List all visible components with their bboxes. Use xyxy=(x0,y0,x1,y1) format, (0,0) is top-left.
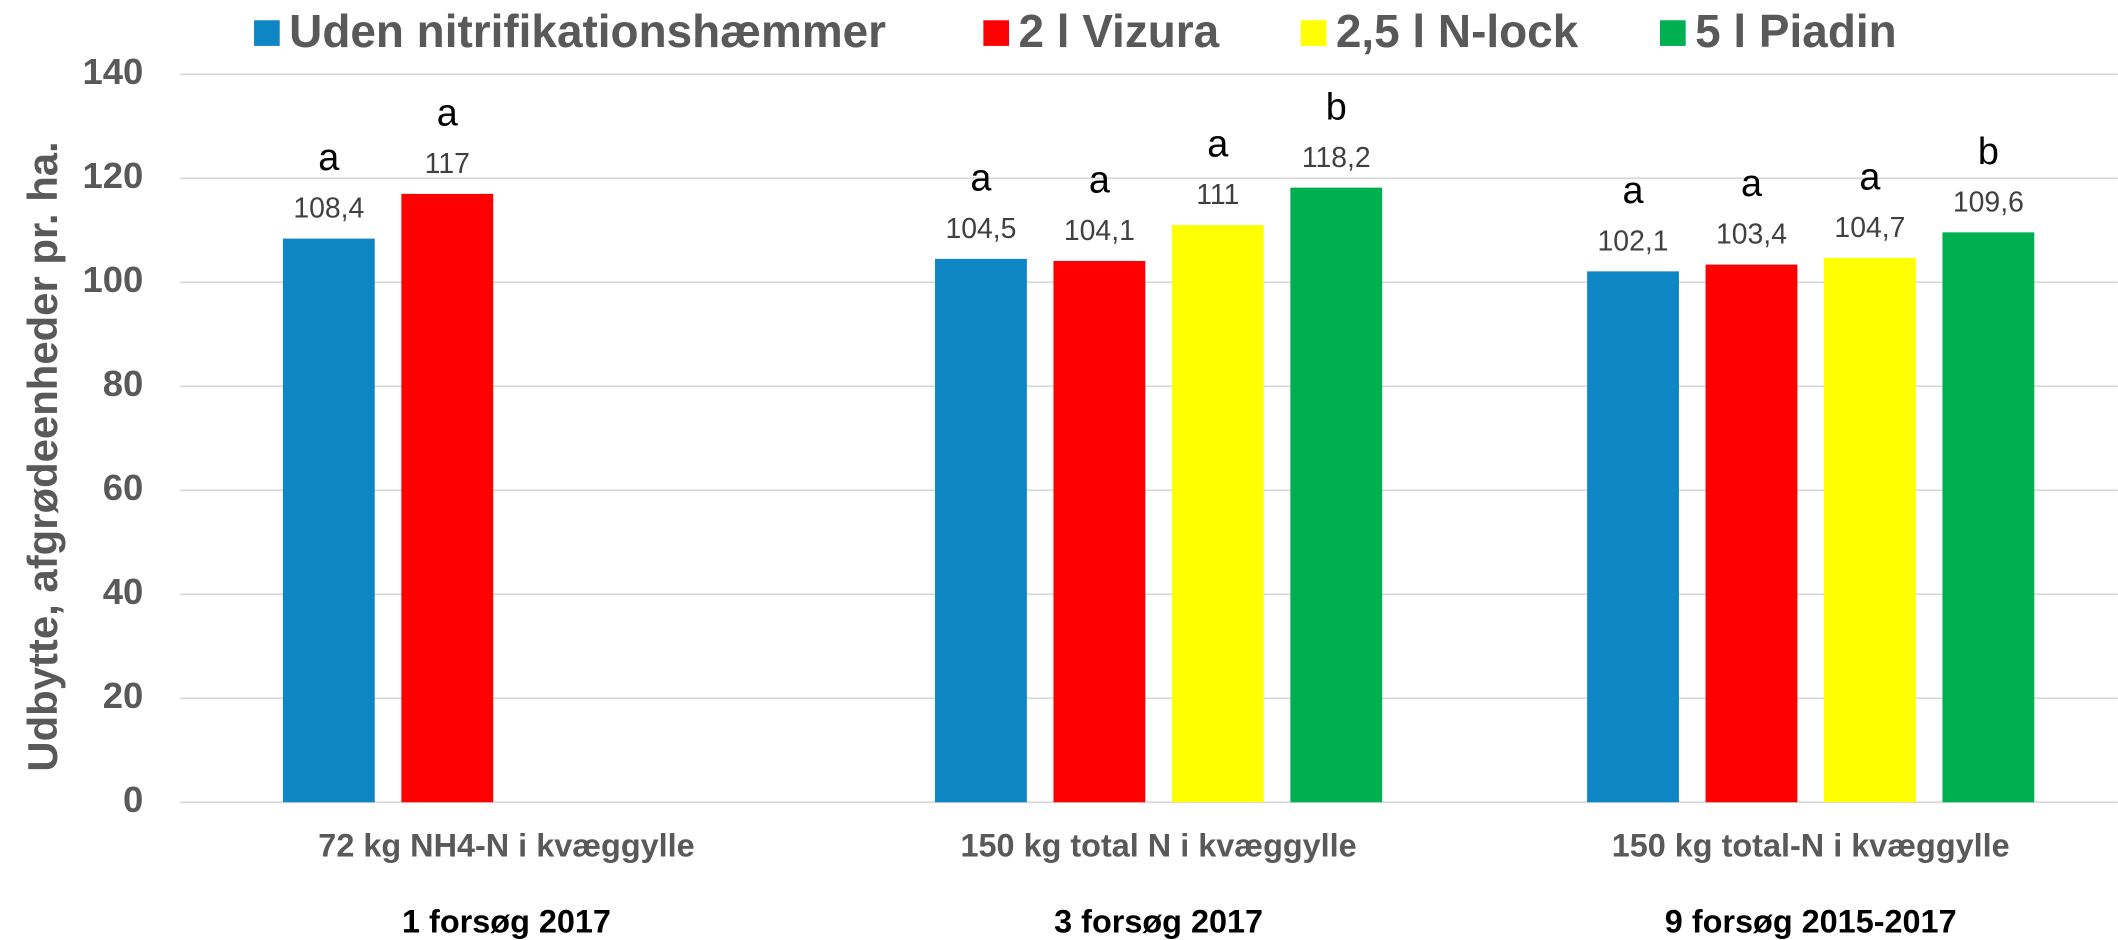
legend-swatch xyxy=(1300,20,1327,46)
bar xyxy=(1171,225,1264,803)
y-tick-label: 100 xyxy=(82,259,143,300)
legend-label: Uden nitrifikationshæmmer xyxy=(289,5,886,57)
y-tick-label: 20 xyxy=(103,675,144,716)
significance-letter: b xyxy=(1326,86,1347,128)
legend-swatch xyxy=(1660,20,1686,46)
x-sub-label: 3 forsøg 2017 xyxy=(1054,903,1263,939)
value-label: 111 xyxy=(1196,179,1239,211)
bar xyxy=(1290,187,1383,803)
y-tick-label: 120 xyxy=(82,155,143,196)
value-label: 103,4 xyxy=(1716,219,1787,251)
bar xyxy=(1587,271,1679,803)
value-label: 118,2 xyxy=(1302,142,1371,174)
value-label: 102,1 xyxy=(1598,225,1669,257)
y-tick-label: 40 xyxy=(103,571,144,612)
bar xyxy=(935,258,1027,803)
value-label: 117 xyxy=(425,148,470,180)
significance-letter: a xyxy=(318,137,340,179)
x-sub-label: 9 forsøg 2015-2017 xyxy=(1665,903,1957,939)
value-label: 104,5 xyxy=(945,213,1016,245)
significance-letter: b xyxy=(1978,131,1999,173)
significance-letter: a xyxy=(1089,160,1111,202)
significance-letter: a xyxy=(1741,163,1763,205)
y-tick-label: 0 xyxy=(123,779,143,820)
bar xyxy=(401,193,494,803)
value-label: 104,1 xyxy=(1064,215,1135,247)
legend-label: 2,5 l N-lock xyxy=(1336,5,1579,57)
x-tick-label: 72 kg NH4-N i kvæggylle xyxy=(318,828,694,864)
legend-swatch xyxy=(254,20,280,46)
y-tick-label: 140 xyxy=(82,51,143,92)
significance-letter: a xyxy=(1859,156,1881,198)
significance-letter: a xyxy=(437,93,459,135)
value-label: 109,6 xyxy=(1953,186,2024,218)
significance-letter: a xyxy=(1207,124,1229,166)
bar xyxy=(1705,264,1798,803)
x-tick-label: 150 kg total-N i kvæggylle xyxy=(1612,828,2010,864)
significance-letter: a xyxy=(970,158,992,200)
value-label: 108,4 xyxy=(293,193,364,225)
y-axis-title: Udbytte, afgrødeenheder pr. ha. xyxy=(19,141,66,771)
y-tick-label: 80 xyxy=(103,363,144,404)
bar xyxy=(1053,260,1146,803)
value-label: 104,7 xyxy=(1834,212,1905,244)
legend-label: 2 l Vizura xyxy=(1018,5,1219,57)
bar xyxy=(1942,232,2035,803)
x-sub-label: 1 forsøg 2017 xyxy=(402,903,611,939)
legend-label: 5 l Piadin xyxy=(1695,5,1897,57)
y-tick-label: 60 xyxy=(103,467,144,508)
bar xyxy=(1824,257,1916,803)
significance-letter: a xyxy=(1623,170,1645,212)
bar xyxy=(282,238,375,803)
x-tick-label: 150 kg total N i kvæggylle xyxy=(960,828,1356,864)
legend-swatch xyxy=(983,20,1010,46)
